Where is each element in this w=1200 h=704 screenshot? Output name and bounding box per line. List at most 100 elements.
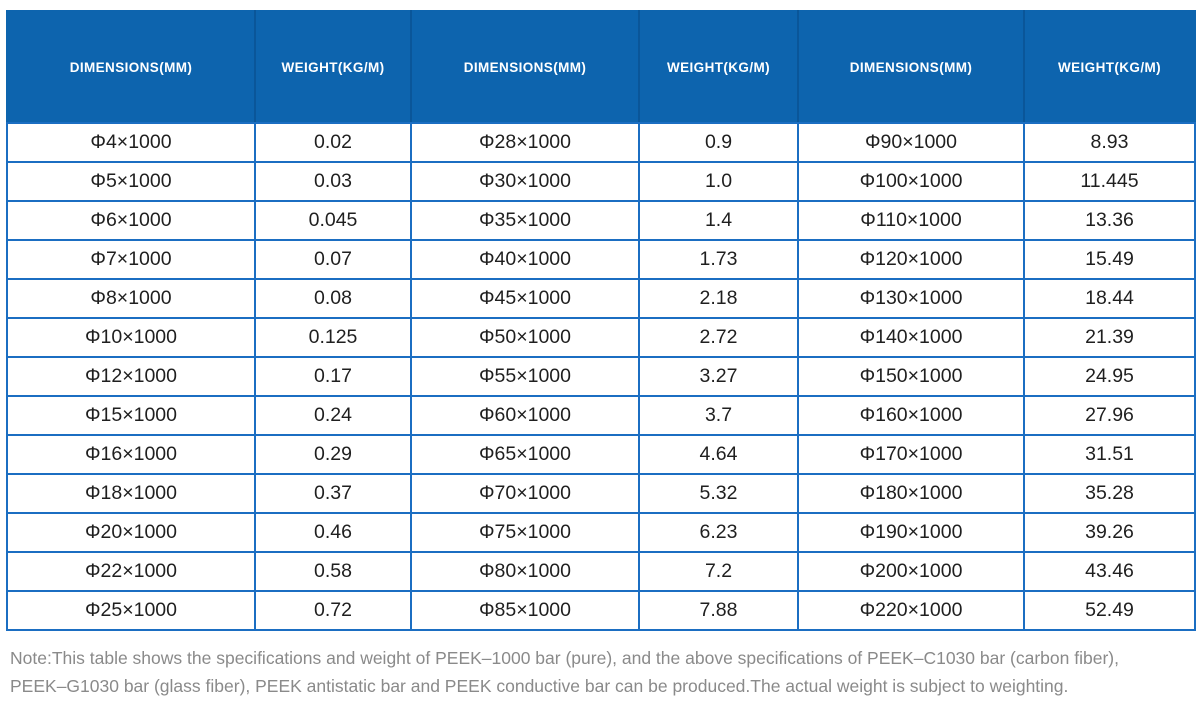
weight-cell: 39.26 — [1023, 512, 1196, 553]
dimension-cell: Φ200×1000 — [797, 551, 1025, 592]
dimension-cell: Φ55×1000 — [410, 356, 640, 397]
dimension-cell: Φ120×1000 — [797, 239, 1025, 280]
table-row: Φ25×1000 0.72 Φ85×1000 7.88 Φ220×1000 52.49 — [6, 590, 1196, 631]
note-line-1: Note:This table shows the specifications… — [10, 648, 1119, 668]
dimension-cell: Φ16×1000 — [6, 434, 256, 475]
weight-cell: 13.36 — [1023, 200, 1196, 241]
weight-cell: 0.58 — [254, 551, 412, 592]
weight-cell: 0.46 — [254, 512, 412, 553]
dimension-cell: Φ4×1000 — [6, 122, 256, 163]
dimension-cell: Φ180×1000 — [797, 473, 1025, 514]
weight-cell: 11.445 — [1023, 161, 1196, 202]
column-header-dimensions-3: DIMENSIONS(MM) — [797, 10, 1025, 124]
weight-cell: 0.07 — [254, 239, 412, 280]
table-row: Φ7×1000 0.07 Φ40×1000 1.73 Φ120×1000 15.49 — [6, 239, 1196, 280]
column-header-weight-3: WEIGHT(KG/M) — [1023, 10, 1196, 124]
dimension-cell: Φ70×1000 — [410, 473, 640, 514]
column-header-dimensions-1: DIMENSIONS(MM) — [6, 10, 256, 124]
weight-cell: 3.7 — [638, 395, 799, 436]
table-row: Φ15×1000 0.24 Φ60×1000 3.7 Φ160×1000 27.96 — [6, 395, 1196, 436]
weight-cell: 7.88 — [638, 590, 799, 631]
dimension-cell: Φ75×1000 — [410, 512, 640, 553]
weight-cell: 1.0 — [638, 161, 799, 202]
dimension-cell: Φ190×1000 — [797, 512, 1025, 553]
weight-cell: 0.02 — [254, 122, 412, 163]
dimension-cell: Φ30×1000 — [410, 161, 640, 202]
dimension-cell: Φ12×1000 — [6, 356, 256, 397]
dimension-cell: Φ170×1000 — [797, 434, 1025, 475]
column-header-weight-1: WEIGHT(KG/M) — [254, 10, 412, 124]
table-header: DIMENSIONS(MM) WEIGHT(KG/M) DIMENSIONS(M… — [6, 10, 1196, 124]
dimension-cell: Φ150×1000 — [797, 356, 1025, 397]
weight-cell: 2.72 — [638, 317, 799, 358]
peek-bar-spec-table: DIMENSIONS(MM) WEIGHT(KG/M) DIMENSIONS(M… — [6, 10, 1196, 631]
dimension-cell: Φ28×1000 — [410, 122, 640, 163]
weight-cell: 1.4 — [638, 200, 799, 241]
note-line-2: PEEK–G1030 bar (glass fiber), PEEK antis… — [10, 676, 1069, 696]
table-header-row: DIMENSIONS(MM) WEIGHT(KG/M) DIMENSIONS(M… — [6, 10, 1196, 124]
dimension-cell: Φ20×1000 — [6, 512, 256, 553]
dimension-cell: Φ18×1000 — [6, 473, 256, 514]
weight-cell: 0.03 — [254, 161, 412, 202]
weight-cell: 52.49 — [1023, 590, 1196, 631]
table-row: Φ16×1000 0.29 Φ65×1000 4.64 Φ170×1000 31.51 — [6, 434, 1196, 475]
dimension-cell: Φ110×1000 — [797, 200, 1025, 241]
weight-cell: 0.24 — [254, 395, 412, 436]
dimension-cell: Φ80×1000 — [410, 551, 640, 592]
table-row: Φ4×1000 0.02 Φ28×1000 0.9 Φ90×1000 8.93 — [6, 122, 1196, 163]
table-row: Φ22×1000 0.58 Φ80×1000 7.2 Φ200×1000 43.46 — [6, 551, 1196, 592]
dimension-cell: Φ130×1000 — [797, 278, 1025, 319]
table-row: Φ8×1000 0.08 Φ45×1000 2.18 Φ130×1000 18.44 — [6, 278, 1196, 319]
weight-cell: 0.08 — [254, 278, 412, 319]
dimension-cell: Φ5×1000 — [6, 161, 256, 202]
column-header-dimensions-2: DIMENSIONS(MM) — [410, 10, 640, 124]
weight-cell: 0.37 — [254, 473, 412, 514]
weight-cell: 3.27 — [638, 356, 799, 397]
weight-cell: 0.045 — [254, 200, 412, 241]
weight-cell: 0.72 — [254, 590, 412, 631]
dimension-cell: Φ220×1000 — [797, 590, 1025, 631]
weight-cell: 4.64 — [638, 434, 799, 475]
dimension-cell: Φ10×1000 — [6, 317, 256, 358]
dimension-cell: Φ25×1000 — [6, 590, 256, 631]
dimension-cell: Φ90×1000 — [797, 122, 1025, 163]
weight-cell: 7.2 — [638, 551, 799, 592]
dimension-cell: Φ45×1000 — [410, 278, 640, 319]
dimension-cell: Φ50×1000 — [410, 317, 640, 358]
weight-cell: 18.44 — [1023, 278, 1196, 319]
table-body: Φ4×1000 0.02 Φ28×1000 0.9 Φ90×1000 8.93 Φ5×100… — [6, 122, 1196, 631]
weight-cell: 43.46 — [1023, 551, 1196, 592]
weight-cell: 27.96 — [1023, 395, 1196, 436]
weight-cell: 1.73 — [638, 239, 799, 280]
dimension-cell: Φ140×1000 — [797, 317, 1025, 358]
table-row: Φ5×1000 0.03 Φ30×1000 1.0 Φ100×1000 11.445 — [6, 161, 1196, 202]
weight-cell: 0.9 — [638, 122, 799, 163]
weight-cell: 15.49 — [1023, 239, 1196, 280]
weight-cell: 21.39 — [1023, 317, 1196, 358]
column-header-weight-2: WEIGHT(KG/M) — [638, 10, 799, 124]
dimension-cell: Φ22×1000 — [6, 551, 256, 592]
dimension-cell: Φ60×1000 — [410, 395, 640, 436]
weight-cell: 2.18 — [638, 278, 799, 319]
weight-cell: 0.29 — [254, 434, 412, 475]
dimension-cell: Φ6×1000 — [6, 200, 256, 241]
weight-cell: 31.51 — [1023, 434, 1196, 475]
dimension-cell: Φ85×1000 — [410, 590, 640, 631]
dimension-cell: Φ100×1000 — [797, 161, 1025, 202]
dimension-cell: Φ65×1000 — [410, 434, 640, 475]
weight-cell: 8.93 — [1023, 122, 1196, 163]
table-row: Φ12×1000 0.17 Φ55×1000 3.27 Φ150×1000 24.95 — [6, 356, 1196, 397]
weight-cell: 35.28 — [1023, 473, 1196, 514]
table-row: Φ20×1000 0.46 Φ75×1000 6.23 Φ190×1000 39.26 — [6, 512, 1196, 553]
weight-cell: 0.17 — [254, 356, 412, 397]
weight-cell: 5.32 — [638, 473, 799, 514]
table-row: Φ6×1000 0.045 Φ35×1000 1.4 Φ110×1000 13.36 — [6, 200, 1196, 241]
weight-cell: 24.95 — [1023, 356, 1196, 397]
dimension-cell: Φ35×1000 — [410, 200, 640, 241]
dimension-cell: Φ7×1000 — [6, 239, 256, 280]
dimension-cell: Φ8×1000 — [6, 278, 256, 319]
weight-cell: 6.23 — [638, 512, 799, 553]
weight-cell: 0.125 — [254, 317, 412, 358]
table-row: Φ18×1000 0.37 Φ70×1000 5.32 Φ180×1000 35.28 — [6, 473, 1196, 514]
